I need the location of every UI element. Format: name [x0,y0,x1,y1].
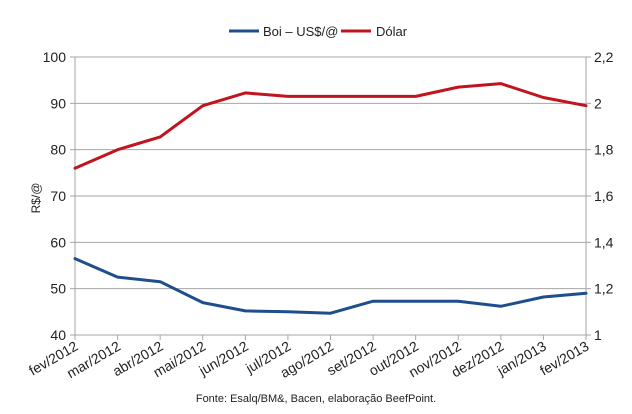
legend: Boi – US$/@ Dólar [229,24,408,39]
y-tick-label: 60 [50,234,66,250]
y-tick-label: 100 [43,49,67,65]
y-tick-label: 80 [50,142,66,158]
y2-tick-label: 1 [594,327,602,343]
y2-tick-label: 2,2 [594,49,614,65]
legend-label-2: Dólar [376,24,408,39]
y-axis-left: 40 50 60 70 80 90 100 [43,49,75,343]
gridlines [75,102,586,290]
series-line-1 [73,257,588,315]
y-tick-label: 70 [50,188,66,204]
y2-tick-label: 1,2 [594,281,614,297]
y-tick-label: 40 [50,327,66,343]
x-axis: fev/2012mar/2012abr/2012mai/2012jun/2012… [26,335,592,381]
x-tick-label: jun/2012 [195,338,251,379]
y-axis-title: R$/@ [29,183,43,214]
source-note: Fonte: Esalq/BM&, Bacen, elaboração Beef… [196,393,436,405]
y2-tick-label: 1,8 [594,142,614,158]
legend-label-1: Boi – US$/@ [263,24,338,39]
y-tick-label: 90 [50,95,66,111]
series-lines [73,82,588,315]
x-tick-label: fev/2013 [537,338,592,379]
y2-tick-label: 1,6 [594,188,614,204]
y-axis-right: 1 1,2 1,4 1,6 1,8 2 2,2 [586,49,614,343]
series-line-2 [73,82,588,170]
y2-tick-label: 2 [594,95,602,111]
y2-tick-label: 1,4 [594,234,614,250]
y-tick-label: 50 [50,281,66,297]
